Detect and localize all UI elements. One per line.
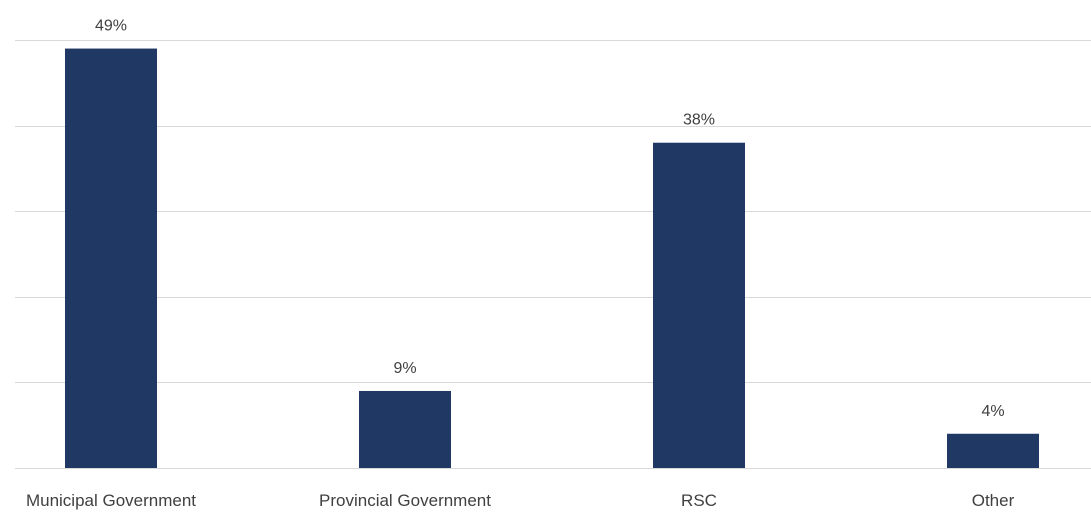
category-label: Municipal Government xyxy=(26,491,196,510)
category-label: Other xyxy=(972,491,1015,510)
bar-municipal-government xyxy=(65,48,157,469)
bar-provincial-government xyxy=(359,390,451,468)
gridlines xyxy=(15,40,1091,469)
data-label: 4% xyxy=(981,403,1004,420)
data-label: 9% xyxy=(393,360,416,377)
bar-other xyxy=(947,433,1039,468)
data-label: 38% xyxy=(683,112,715,129)
category-labels: Municipal Government Provincial Governmen… xyxy=(26,491,1015,510)
data-labels: 49% 9% 38% 4% xyxy=(95,18,1005,420)
bars xyxy=(65,48,1039,469)
bar-rsc xyxy=(653,142,745,468)
category-label: Provincial Government xyxy=(319,491,491,510)
data-label: 49% xyxy=(95,18,127,35)
category-label: RSC xyxy=(681,491,717,510)
